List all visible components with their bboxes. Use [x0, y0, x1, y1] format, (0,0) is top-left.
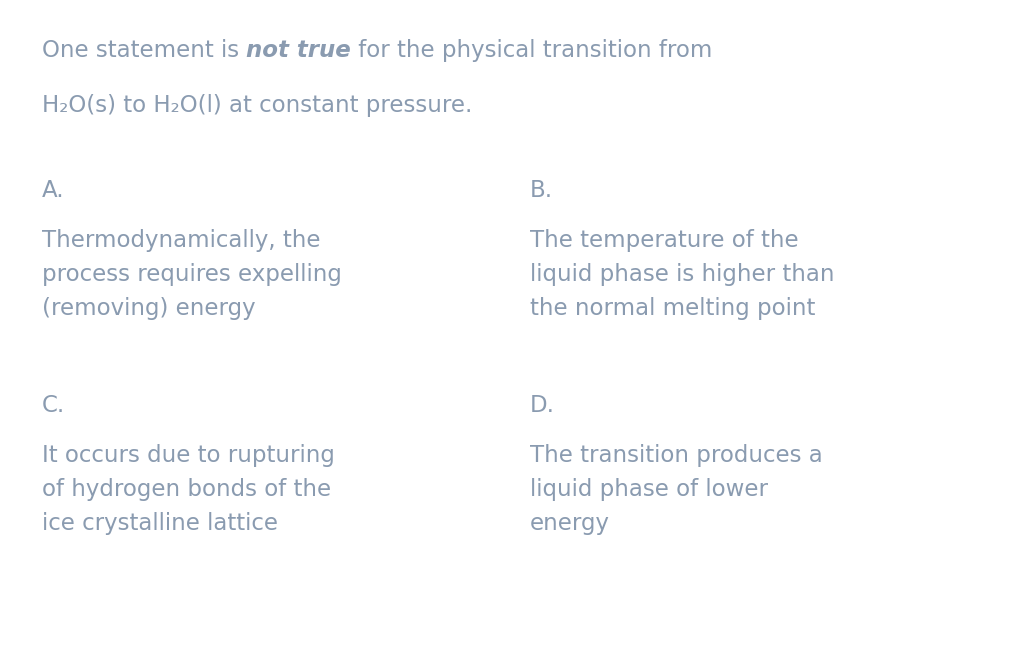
Text: C.: C. [42, 394, 65, 417]
Text: The transition produces a
liquid phase of lower
energy: The transition produces a liquid phase o… [530, 444, 823, 535]
Text: D.: D. [530, 394, 555, 417]
Text: A.: A. [42, 179, 65, 202]
Text: One statement is: One statement is [42, 39, 246, 62]
Text: B.: B. [530, 179, 553, 202]
Text: The temperature of the
liquid phase is higher than
the normal melting point: The temperature of the liquid phase is h… [530, 229, 835, 319]
Text: H₂O(s) to H₂O(l) at constant pressure.: H₂O(s) to H₂O(l) at constant pressure. [42, 94, 472, 117]
Text: Thermodynamically, the
process requires expelling
(removing) energy: Thermodynamically, the process requires … [42, 229, 341, 319]
Text: It occurs due to rupturing
of hydrogen bonds of the
ice crystalline lattice: It occurs due to rupturing of hydrogen b… [42, 444, 335, 535]
Text: not true: not true [246, 39, 352, 62]
Text: for the physical transition from: for the physical transition from [352, 39, 712, 62]
